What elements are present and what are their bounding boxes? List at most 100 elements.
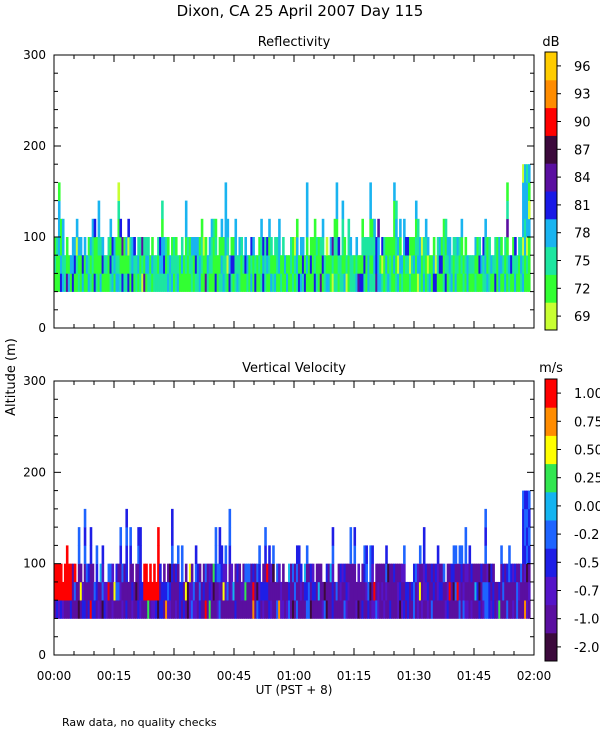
data-cell [71, 581, 75, 601]
data-cell [335, 218, 339, 238]
data-cell [414, 600, 418, 619]
data-cell [381, 237, 384, 256]
data-cell [305, 200, 309, 220]
data-cell [194, 545, 198, 564]
data-cell [462, 255, 466, 274]
y-axis-label: Altitude (m) [4, 338, 19, 416]
data-cell [407, 600, 410, 619]
data-cell [171, 273, 174, 292]
data-cell [466, 255, 470, 274]
data-cell [286, 600, 289, 619]
data-cell [377, 273, 380, 292]
data-cell [260, 273, 263, 292]
data-cell [161, 273, 164, 292]
data-cell [254, 255, 257, 274]
data-cell [123, 563, 126, 583]
data-cell [87, 255, 91, 274]
data-cell [75, 255, 79, 274]
data-cell [159, 600, 162, 619]
data-cell [339, 581, 343, 601]
data-cell [242, 563, 245, 583]
data-cell [512, 237, 515, 256]
x-tick-label: 00:45 [217, 669, 252, 683]
data-cell [161, 600, 164, 619]
y-tick-label: 0 [38, 648, 46, 662]
data-cell [526, 182, 529, 201]
data-cell [135, 600, 138, 619]
data-cell [262, 237, 265, 256]
data-cell [319, 563, 323, 583]
data-cell [434, 563, 438, 583]
data-cell [490, 563, 493, 583]
data-cell [258, 563, 261, 583]
data-cell [361, 563, 364, 583]
data-cell [412, 255, 416, 274]
data-cell [458, 237, 462, 256]
colorbar-segment [545, 463, 557, 493]
data-cell [200, 255, 204, 274]
data-cell [309, 273, 313, 292]
data-cell [93, 581, 97, 601]
data-cell [218, 563, 222, 583]
data-cell [369, 255, 372, 274]
data-cell [81, 581, 85, 601]
data-cell [373, 581, 376, 601]
data-cell [280, 255, 283, 274]
colorbar-segment [545, 302, 557, 331]
data-cell [127, 255, 130, 274]
data-cell [288, 600, 291, 619]
data-cell [305, 581, 309, 601]
data-cell [69, 255, 73, 274]
data-cell [137, 237, 140, 256]
data-cell [359, 581, 363, 601]
data-cell [107, 273, 111, 292]
data-cell [250, 581, 253, 601]
data-cell [520, 581, 523, 601]
data-cell [61, 218, 65, 238]
data-cell [486, 255, 489, 274]
data-cell [343, 581, 347, 601]
data-cell [97, 600, 101, 619]
data-cell [416, 218, 420, 238]
data-cell [442, 273, 446, 292]
data-cell [420, 581, 424, 601]
data-cell [111, 255, 115, 274]
data-cell [327, 581, 331, 601]
data-cell [151, 237, 154, 256]
data-cell [486, 273, 489, 292]
data-cell [87, 237, 91, 256]
data-cell [405, 273, 408, 292]
data-cell [414, 255, 418, 274]
data-cell [292, 600, 295, 619]
data-cell [188, 600, 192, 619]
data-cell [478, 237, 482, 256]
data-cell [480, 273, 483, 292]
data-cell [83, 273, 87, 292]
data-cell [123, 600, 126, 619]
data-cell [254, 273, 257, 292]
data-cell [214, 237, 218, 256]
data-cell [369, 218, 372, 238]
data-cell [341, 200, 345, 220]
data-cell [331, 237, 335, 256]
data-cell [520, 600, 523, 619]
data-cell [484, 237, 487, 256]
data-cell [141, 237, 144, 256]
data-cell [393, 182, 396, 201]
data-cell [167, 237, 170, 256]
data-cell [321, 237, 325, 256]
data-cell [395, 563, 398, 583]
data-cell [272, 255, 275, 274]
data-cell [442, 581, 446, 601]
data-cell [446, 237, 450, 256]
data-cell [514, 273, 517, 292]
data-cell [484, 563, 487, 583]
data-cell [127, 581, 130, 601]
data-cell [198, 563, 202, 583]
data-cell [232, 600, 236, 619]
data-cell [329, 600, 333, 619]
data-cell [248, 600, 251, 619]
data-cell [149, 563, 152, 583]
data-cell [385, 255, 388, 274]
data-cell [512, 600, 515, 619]
